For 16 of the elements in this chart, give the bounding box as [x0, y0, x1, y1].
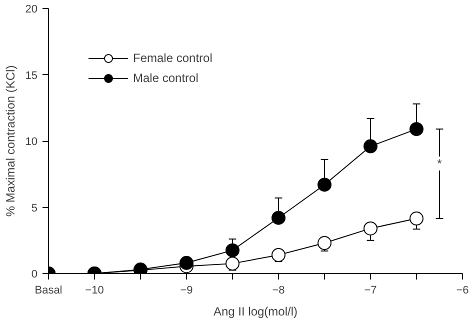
x-tick-label: −10: [85, 284, 104, 296]
y-tick-label: 5: [31, 202, 38, 214]
x-tick-label: −6: [456, 284, 469, 296]
x-tick-label: −8: [272, 284, 285, 296]
annotation: *: [437, 156, 442, 171]
x-tick-label: Basal: [34, 284, 62, 296]
legend-label: Female control: [133, 51, 212, 65]
x-axis-title: Ang II log(mol/l): [213, 304, 298, 318]
x-tick-label: −7: [364, 284, 377, 296]
y-axis-title: % Maximal contraction (KCl): [3, 65, 18, 217]
y-tick-label: 20: [25, 4, 38, 16]
y-tick-label: 10: [25, 136, 38, 148]
y-tick-label: 0: [31, 268, 38, 280]
y-tick-label: 15: [25, 70, 38, 82]
legend-label: Male control: [133, 71, 198, 85]
x-tick-label: −9: [180, 284, 193, 296]
